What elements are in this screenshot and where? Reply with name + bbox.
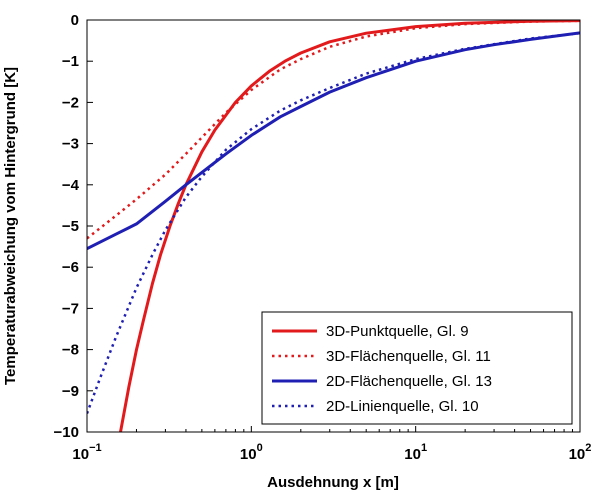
- series-layer: [87, 20, 580, 432]
- x-tick-base: 10: [404, 446, 421, 463]
- y-tick-label: −1: [62, 53, 79, 70]
- x-tick-label: 101: [404, 442, 427, 463]
- y-tick-label: −4: [62, 177, 80, 194]
- y-axis-label: Temperaturabweichung vom Hintergrund [K]: [2, 67, 19, 385]
- y-tick-label: −9: [62, 383, 79, 400]
- y-tick-label: 0: [71, 12, 79, 29]
- y-tick-label: −7: [62, 300, 79, 317]
- series-line-2: [87, 20, 580, 240]
- legend-label: 3D-Punktquelle, Gl. 9: [326, 323, 469, 340]
- x-tick-exponent: −1: [89, 442, 102, 454]
- y-tick-label: −3: [62, 136, 79, 153]
- y-tick-label: −5: [62, 218, 79, 235]
- x-axis-label: Ausdehnung x [m]: [267, 474, 399, 491]
- series-line-4: [87, 31, 580, 414]
- x-tick-exponent: 1: [421, 442, 427, 454]
- y-tick-label: −2: [62, 94, 79, 111]
- x-tick-base: 10: [569, 446, 586, 463]
- x-tick-exponent: 0: [257, 442, 263, 454]
- legend: 3D-Punktquelle, Gl. 9 3D-Flächenquelle, G…: [261, 311, 573, 425]
- legend-label: 2D-Flächenquelle, Gl. 13: [326, 373, 492, 390]
- y-tick-label: −6: [62, 259, 79, 276]
- legend-label: 2D-Linienquelle, Gl. 10: [326, 398, 479, 415]
- y-tick-label: −8: [62, 342, 79, 359]
- x-tick-base: 10: [72, 446, 89, 463]
- x-tick-label: 10−1: [72, 442, 101, 463]
- legend-label: 3D-Flächenquelle, Gl. 11: [326, 348, 491, 365]
- x-tick-label: 102: [569, 442, 592, 463]
- x-tick-base: 10: [240, 446, 257, 463]
- series-line-1: [119, 20, 580, 432]
- x-tick-exponent: 2: [585, 442, 591, 454]
- x-tick-label: 100: [240, 442, 263, 463]
- y-tick-label: −10: [54, 424, 79, 441]
